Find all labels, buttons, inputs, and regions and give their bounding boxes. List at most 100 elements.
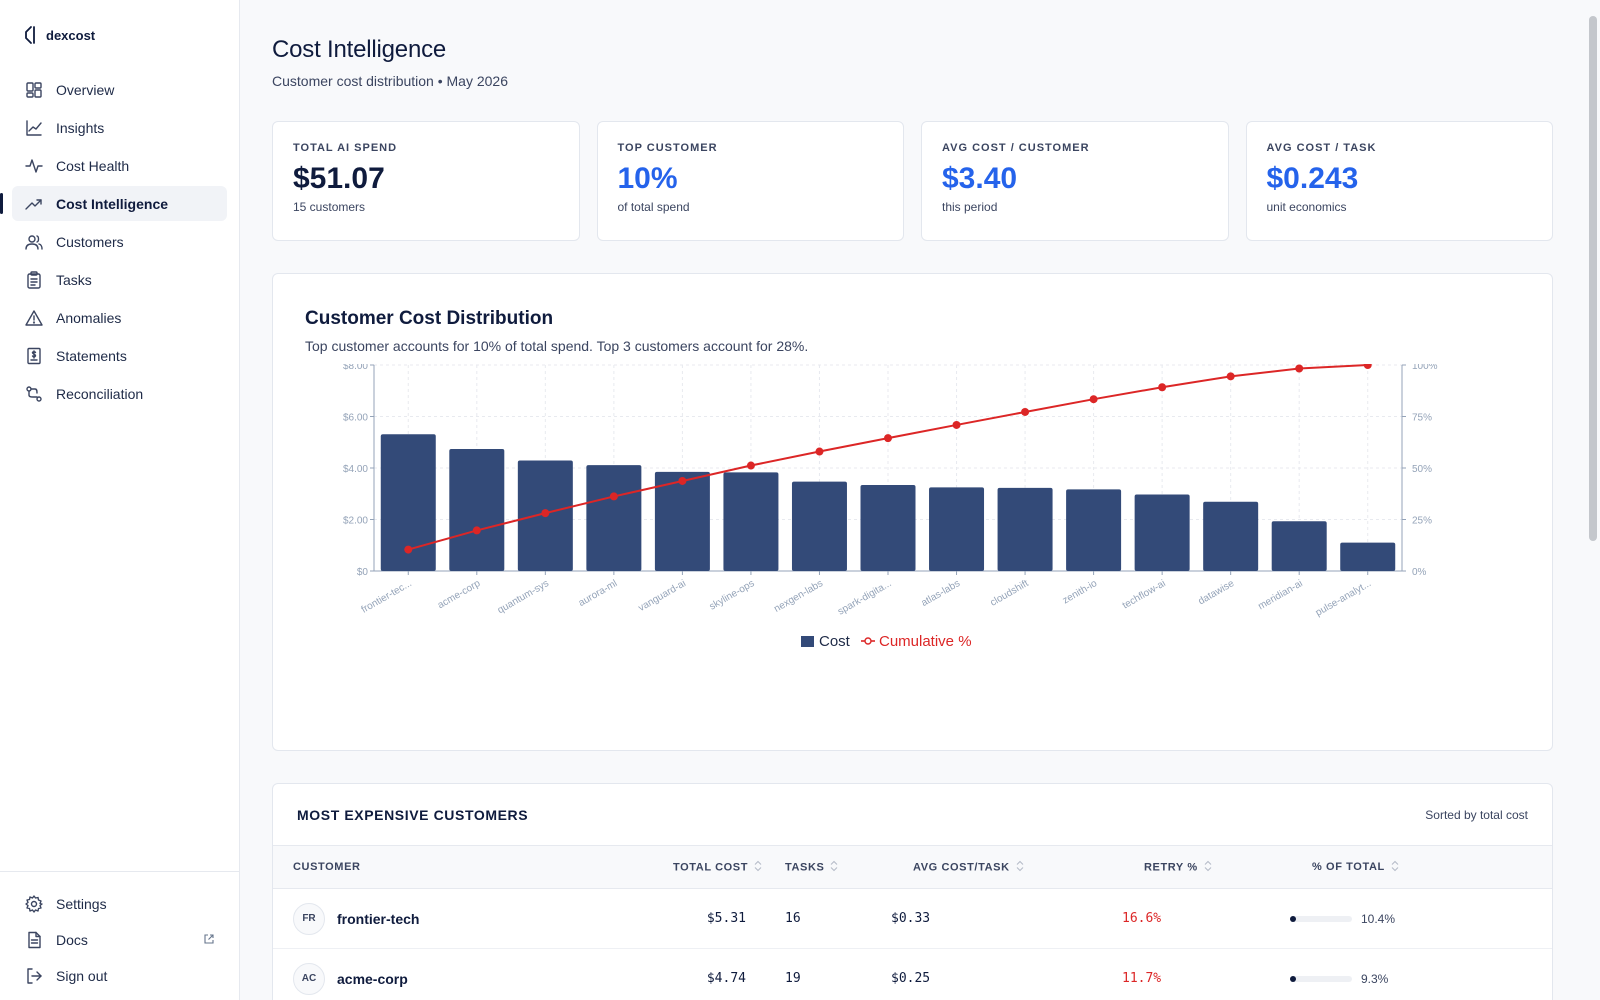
sidebar-item-cost-health[interactable]: Cost Health [12, 148, 227, 183]
table-column-headers: CUSTOMER TOTAL COST TASKS AVG COST/TASK … [273, 845, 1552, 889]
kpi-sub: 15 customers [293, 200, 366, 214]
sidebar-item-label: Reconciliation [56, 385, 144, 402]
column-header-total-cost[interactable]: TOTAL COST [645, 860, 768, 875]
alert-triangle-icon [25, 309, 43, 327]
sort-icon [1016, 860, 1024, 875]
chart-subtitle: Top customer accounts for 10% of total s… [305, 338, 809, 354]
sidebar-item-overview[interactable]: Overview [12, 72, 227, 107]
kpi-label: AVG COST / CUSTOMER [942, 142, 1090, 154]
column-header-label: % OF TOTAL [1312, 861, 1385, 873]
bar-cloudshift [997, 487, 1053, 571]
column-header-label: TOTAL COST [673, 860, 749, 873]
kpi-value: $51.07 [293, 162, 385, 195]
sidebar-item-customers[interactable]: Customers [12, 224, 227, 259]
sidebar: dexcost Overview Insights Cost Health Cost … [0, 0, 240, 1000]
column-header-retry[interactable]: RETRY % [1144, 860, 1312, 875]
kpi-label: TOP CUSTOMER [617, 142, 718, 154]
pct-text: 10.4% [1361, 911, 1396, 926]
sidebar-nav: Overview Insights Cost Health Cost Intellig… [0, 72, 239, 411]
avatar: FR [293, 902, 325, 935]
cell-retry: 16.6% [1122, 911, 1162, 926]
column-header-avg-cost[interactable]: AVG COST/TASK [913, 860, 1144, 875]
external-link-icon [203, 932, 215, 944]
brand-logo-icon [25, 26, 35, 44]
x-tick-label: zenith-io [1061, 578, 1100, 607]
cumulative-point [541, 509, 550, 518]
cumulative-point [1226, 372, 1235, 381]
chart-card: Customer Cost Distribution Top customer … [272, 273, 1553, 751]
cell-total-cost: $4.74 [706, 971, 746, 986]
column-header-pct-total[interactable]: % OF TOTAL [1312, 860, 1552, 875]
y-right-tick-label: 50% [1412, 464, 1432, 475]
sidebar-item-tasks[interactable]: Tasks [12, 262, 227, 297]
trend-up-icon [25, 195, 43, 213]
bar-datawise [1203, 501, 1259, 571]
sidebar-item-reconciliation[interactable]: Reconciliation [12, 376, 227, 411]
bar-nexgen-labs [791, 481, 847, 571]
column-header-tasks[interactable]: TASKS [768, 860, 913, 875]
cumulative-point [1089, 395, 1098, 404]
cumulative-point [1158, 383, 1167, 392]
x-tick-label: frontier-tec... [360, 578, 414, 616]
receipt-icon [25, 347, 43, 365]
table-row[interactable]: AC acme-corp $4.74 19 $0.25 11.7% 9.3% [273, 949, 1552, 1000]
kpi-card: AVG COST / TASK $0.243 unit economics [1245, 121, 1553, 241]
cumulative-point [815, 447, 824, 456]
pareto-chart: $0 0% $2.00 25% $4.00 50% $6.00 75% $8.00 100% fro… [343, 364, 1438, 650]
cell-customer: FR frontier-tech [273, 902, 645, 935]
kpi-value: 10% [617, 162, 678, 195]
kpi-card: TOP CUSTOMER 10% of total spend [596, 121, 904, 241]
users-icon [25, 233, 43, 251]
bar-zenith-io [1066, 489, 1122, 571]
column-header-label: TASKS [785, 860, 825, 873]
x-tick-label: cloudshift [988, 578, 1030, 609]
sidebar-item-label: Docs [56, 931, 88, 948]
sidebar-item-label: Settings [56, 895, 107, 912]
kpi-label: AVG COST / TASK [1266, 142, 1377, 154]
legend-marker-cumulative [864, 637, 872, 645]
y-left-tick-label: $6.00 [343, 413, 368, 424]
sidebar-item-label: Cost Health [56, 157, 130, 174]
share-bar [1290, 975, 1352, 982]
column-header-label: RETRY % [1144, 860, 1198, 873]
kpi-value: $0.243 [1266, 162, 1359, 195]
column-header-customer[interactable]: CUSTOMER [273, 861, 645, 873]
sidebar-item-cost-intelligence[interactable]: Cost Intelligence [0, 186, 227, 221]
kpi-card: TOTAL AI SPEND $51.07 15 customers [272, 121, 580, 241]
cumulative-point [884, 434, 892, 443]
table-row[interactable]: FR frontier-tech $5.31 16 $0.33 16.6% 10.4% [273, 889, 1552, 949]
sort-icon [830, 860, 838, 875]
bar-atlas-labs [929, 487, 985, 571]
kpi-sub: this period [942, 200, 998, 214]
brand[interactable]: dexcost [0, 18, 239, 52]
customer-name[interactable]: frontier-tech [337, 910, 420, 927]
y-right-tick-label: 75% [1412, 413, 1432, 424]
sidebar-item-anomalies[interactable]: Anomalies [12, 300, 227, 335]
scrollbar[interactable] [1589, 16, 1597, 541]
sidebar-item-settings[interactable]: Settings [12, 886, 227, 921]
sort-icon [754, 860, 762, 875]
share-bar [1290, 915, 1352, 922]
bar-techflow-ai [1134, 494, 1190, 571]
customer-name[interactable]: acme-corp [337, 970, 408, 987]
logout-icon [25, 967, 43, 985]
legend-label-cumulative: Cumulative % [879, 633, 972, 650]
bar-acme-corp [449, 448, 505, 571]
sidebar-item-label: Customers [56, 233, 124, 250]
sidebar-item-label: Statements [56, 347, 127, 364]
sidebar-item-sign-out[interactable]: Sign out [12, 958, 227, 993]
x-tick-label: skyline-ops [708, 578, 757, 613]
x-tick-label: quantum-sys [496, 578, 551, 616]
main-content: Cost Intelligence Customer cost distribu… [240, 0, 1600, 1000]
sidebar-item-docs[interactable]: Docs [12, 922, 227, 957]
sidebar-item-label: Tasks [56, 271, 92, 288]
x-tick-label: meridian-ai [1256, 578, 1304, 612]
cumulative-point [472, 526, 481, 535]
route-icon [25, 385, 43, 403]
sidebar-item-statements[interactable]: Statements [12, 338, 227, 373]
cell-avg-cost: $0.33 [891, 911, 931, 926]
column-header-label: AVG COST/TASK [913, 860, 1010, 873]
sidebar-item-insights[interactable]: Insights [12, 110, 227, 145]
cell-pct-total: 10.4% [1290, 912, 1552, 926]
